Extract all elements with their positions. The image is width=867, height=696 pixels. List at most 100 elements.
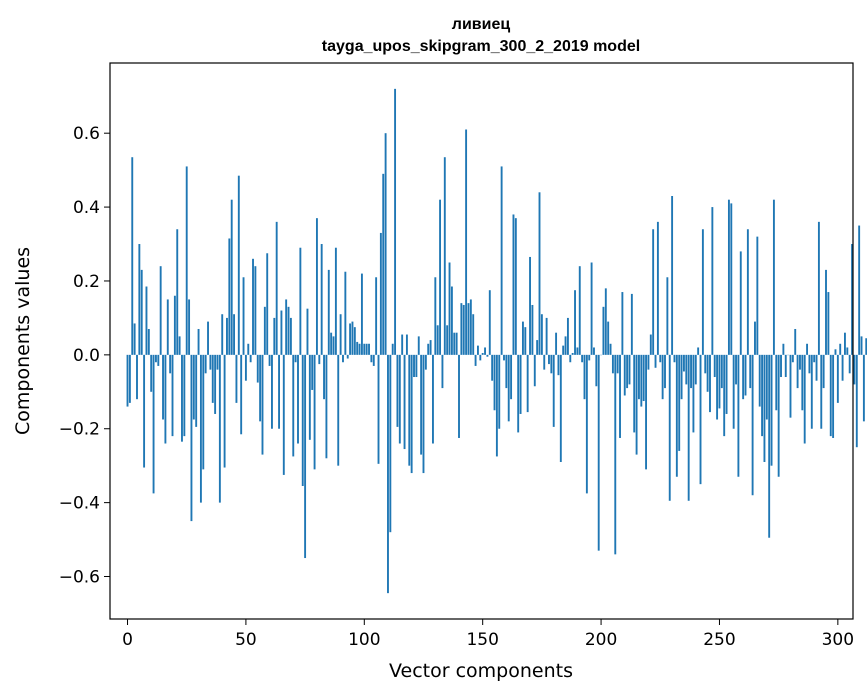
bar bbox=[394, 88, 397, 355]
bar bbox=[320, 244, 323, 355]
bar bbox=[685, 354, 688, 385]
bar bbox=[453, 332, 456, 355]
bar bbox=[500, 166, 503, 355]
bar bbox=[162, 354, 164, 420]
bar bbox=[645, 354, 647, 470]
bar bbox=[699, 354, 702, 485]
bar bbox=[126, 354, 129, 407]
bar bbox=[432, 354, 434, 444]
bar bbox=[268, 354, 271, 366]
bar bbox=[782, 343, 785, 355]
bar bbox=[510, 354, 513, 400]
bar bbox=[207, 321, 209, 355]
bar bbox=[294, 354, 297, 363]
bar bbox=[360, 273, 363, 355]
bar bbox=[709, 354, 711, 413]
bar bbox=[252, 258, 254, 355]
bar bbox=[313, 354, 316, 470]
bar bbox=[630, 293, 633, 355]
bar bbox=[853, 354, 856, 385]
bar bbox=[758, 354, 761, 407]
bar bbox=[349, 323, 352, 355]
bar bbox=[623, 354, 626, 396]
chart-title: ливиец bbox=[452, 16, 511, 33]
bar bbox=[512, 214, 515, 355]
bar bbox=[337, 354, 340, 466]
bar bbox=[287, 306, 290, 355]
bar bbox=[751, 354, 754, 496]
y-tick-label: −0.4 bbox=[59, 494, 100, 514]
bar bbox=[154, 354, 157, 363]
bar bbox=[545, 317, 548, 355]
x-tick-label: 250 bbox=[703, 630, 735, 650]
bar bbox=[737, 354, 740, 477]
bar bbox=[247, 343, 250, 355]
bar bbox=[692, 354, 695, 433]
bar bbox=[652, 229, 655, 355]
bar bbox=[531, 304, 534, 355]
bar bbox=[503, 354, 505, 361]
bar bbox=[768, 354, 771, 538]
bar bbox=[744, 354, 747, 396]
bar bbox=[199, 354, 202, 503]
bar bbox=[526, 354, 529, 413]
bar bbox=[671, 196, 674, 355]
bar bbox=[820, 354, 823, 429]
bar bbox=[339, 314, 342, 355]
bar bbox=[403, 354, 406, 450]
y-tick-label: 0.6 bbox=[73, 124, 100, 144]
bar bbox=[808, 354, 811, 374]
bar bbox=[405, 334, 408, 355]
bar bbox=[173, 295, 176, 355]
y-tick-label: 0.0 bbox=[73, 346, 100, 366]
bar bbox=[389, 354, 392, 533]
bar bbox=[638, 354, 640, 400]
bar bbox=[713, 354, 716, 378]
bar bbox=[735, 354, 737, 385]
bar bbox=[704, 354, 707, 374]
bar bbox=[666, 277, 669, 355]
bar bbox=[844, 332, 846, 355]
bar bbox=[356, 341, 359, 355]
bar bbox=[443, 157, 446, 355]
chart-subtitle: tayga_upos_skipgram_300_2_2019 model bbox=[322, 38, 640, 55]
bar bbox=[185, 166, 188, 355]
bar bbox=[862, 354, 865, 422]
x-tick-label: 100 bbox=[348, 630, 380, 650]
bar bbox=[306, 308, 309, 355]
bar bbox=[817, 221, 820, 355]
bar bbox=[387, 354, 389, 594]
bar bbox=[649, 334, 652, 355]
bar bbox=[391, 343, 394, 355]
bar bbox=[552, 354, 555, 427]
x-tick-label: 0 bbox=[122, 630, 133, 650]
bar bbox=[697, 347, 700, 355]
bar bbox=[346, 354, 349, 359]
bar bbox=[408, 354, 411, 466]
bar bbox=[578, 266, 581, 355]
bar bbox=[472, 314, 475, 355]
bar bbox=[289, 317, 292, 355]
bar bbox=[694, 354, 697, 385]
bar bbox=[799, 354, 801, 370]
bar bbox=[311, 354, 314, 390]
bar bbox=[136, 354, 138, 400]
bar bbox=[491, 354, 494, 381]
bar bbox=[673, 354, 676, 363]
bar bbox=[228, 238, 231, 355]
bar bbox=[420, 354, 423, 455]
bar bbox=[327, 269, 330, 355]
bar bbox=[593, 347, 595, 355]
bar bbox=[292, 354, 295, 457]
bar bbox=[301, 354, 304, 486]
bar bbox=[147, 328, 150, 355]
bar bbox=[668, 354, 671, 501]
bar bbox=[763, 354, 766, 462]
y-tick-label: 0.2 bbox=[73, 272, 100, 292]
bar bbox=[218, 354, 221, 503]
bar bbox=[829, 354, 832, 437]
bar bbox=[519, 354, 522, 414]
bar bbox=[195, 354, 198, 427]
x-tick-label: 150 bbox=[466, 630, 498, 650]
bar bbox=[635, 354, 638, 455]
